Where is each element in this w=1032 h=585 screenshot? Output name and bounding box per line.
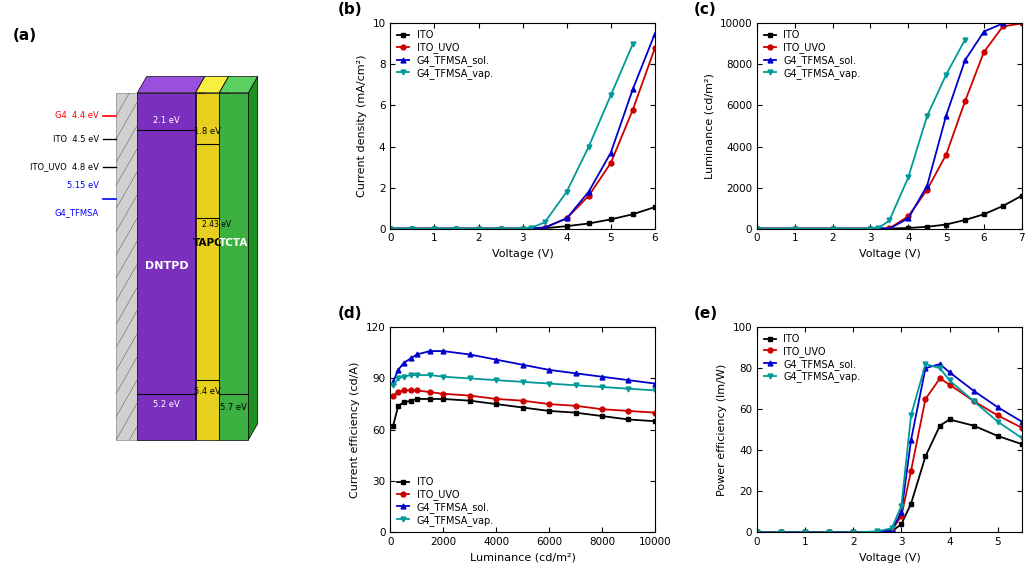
Legend: ITO, ITO_UVO, G4_TFMSA_sol., G4_TFMSA_vap.: ITO, ITO_UVO, G4_TFMSA_sol., G4_TFMSA_va…: [762, 28, 863, 81]
Y-axis label: Current efficiency (cd/A): Current efficiency (cd/A): [350, 362, 360, 498]
Polygon shape: [249, 77, 258, 440]
Text: 5.7 eV: 5.7 eV: [221, 402, 248, 412]
Text: 1.8 eV: 1.8 eV: [194, 128, 221, 136]
Y-axis label: Current density (mA/cm²): Current density (mA/cm²): [357, 55, 366, 197]
Polygon shape: [195, 77, 204, 440]
Text: 2.1 eV: 2.1 eV: [153, 116, 180, 125]
Polygon shape: [137, 77, 204, 93]
Y-axis label: Luminance (cd/m²): Luminance (cd/m²): [704, 73, 714, 179]
Polygon shape: [117, 93, 137, 440]
X-axis label: Voltage (V): Voltage (V): [491, 249, 553, 259]
Text: (c): (c): [694, 2, 716, 17]
X-axis label: Voltage (V): Voltage (V): [859, 249, 921, 259]
Text: ITO  4.5 eV: ITO 4.5 eV: [53, 135, 99, 143]
Polygon shape: [220, 77, 258, 93]
Text: 5.15 eV: 5.15 eV: [67, 181, 99, 190]
Legend: ITO, ITO_UVO, G4_TFMSA_sol., G4_TFMSA_vap.: ITO, ITO_UVO, G4_TFMSA_sol., G4_TFMSA_va…: [762, 332, 863, 384]
Polygon shape: [220, 93, 249, 440]
Text: 2.43 eV: 2.43 eV: [202, 220, 231, 229]
Legend: ITO, ITO_UVO, G4_TFMSA_sol., G4_TFMSA_vap.: ITO, ITO_UVO, G4_TFMSA_sol., G4_TFMSA_va…: [395, 28, 495, 81]
Text: (b): (b): [337, 2, 362, 17]
Text: (e): (e): [694, 306, 717, 321]
Text: G4_TFMSA: G4_TFMSA: [55, 209, 99, 218]
Polygon shape: [220, 77, 229, 440]
Text: G4  4.4 eV: G4 4.4 eV: [55, 111, 99, 121]
Polygon shape: [137, 93, 195, 440]
Text: (d): (d): [337, 306, 362, 321]
Text: 5.4 eV: 5.4 eV: [194, 387, 221, 395]
X-axis label: Luminance (cd/m²): Luminance (cd/m²): [470, 553, 576, 563]
Legend: ITO, ITO_UVO, G4_TFMSA_sol., G4_TFMSA_vap.: ITO, ITO_UVO, G4_TFMSA_sol., G4_TFMSA_va…: [395, 475, 495, 528]
Text: 5.2 eV: 5.2 eV: [153, 400, 180, 410]
Polygon shape: [195, 93, 220, 440]
Polygon shape: [195, 77, 229, 93]
Text: TCTA: TCTA: [219, 238, 249, 248]
Text: (a): (a): [13, 29, 37, 43]
Y-axis label: Power efficiency (lm/W): Power efficiency (lm/W): [717, 364, 728, 496]
Text: DNTPD: DNTPD: [144, 261, 188, 271]
Text: TAPC: TAPC: [193, 238, 222, 248]
X-axis label: Voltage (V): Voltage (V): [859, 553, 921, 563]
Text: ITO_UVO  4.8 eV: ITO_UVO 4.8 eV: [30, 162, 99, 171]
